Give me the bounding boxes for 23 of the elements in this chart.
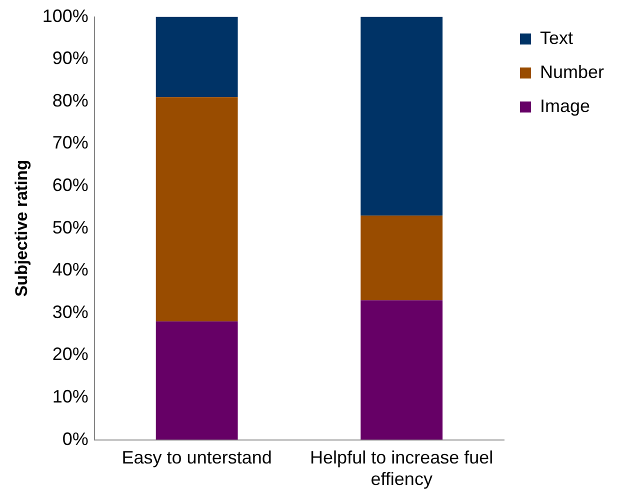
y-tick-label: 10% [52, 386, 88, 406]
y-tick-label: 100% [42, 6, 88, 26]
bar [360, 216, 443, 300]
legend-label: Text [540, 28, 573, 48]
bar [156, 97, 238, 322]
y-tick-label: 30% [52, 302, 88, 322]
bar [156, 16, 238, 98]
y-tick-label: 60% [52, 174, 88, 195]
y-axis-title: Subjective rating [12, 160, 31, 297]
x-tick-label: Helpful to increase fuel effiency [310, 448, 494, 490]
y-tick-label: 50% [52, 217, 88, 238]
y-tick-label: 0% [62, 428, 88, 449]
legend-label: Number [540, 62, 604, 82]
y-tick-label: 80% [52, 90, 88, 110]
y-tick-label: 90% [52, 48, 88, 68]
bar [156, 321, 238, 440]
y-tick-label: 70% [52, 132, 88, 153]
legend-label: Image [540, 96, 590, 116]
y-tick-label: 20% [52, 344, 88, 364]
x-tick-label: Easy to unterstand [122, 448, 272, 468]
bar [360, 300, 443, 440]
y-tick-label: 40% [52, 260, 88, 280]
bar [360, 16, 443, 216]
